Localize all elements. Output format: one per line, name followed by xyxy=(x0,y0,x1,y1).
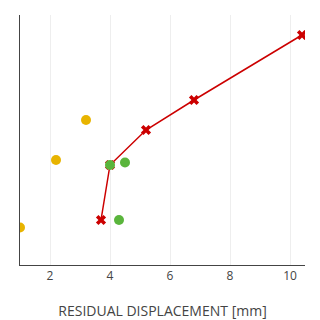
svg-text:2: 2 xyxy=(47,267,54,284)
svg-text:10: 10 xyxy=(283,267,297,284)
svg-text:6: 6 xyxy=(167,267,174,284)
svg-text:8: 8 xyxy=(227,267,234,284)
svg-text:4: 4 xyxy=(107,267,114,284)
svg-text:RESIDUAL DISPLACEMENT [mm]: RESIDUAL DISPLACEMENT [mm] xyxy=(58,301,266,320)
